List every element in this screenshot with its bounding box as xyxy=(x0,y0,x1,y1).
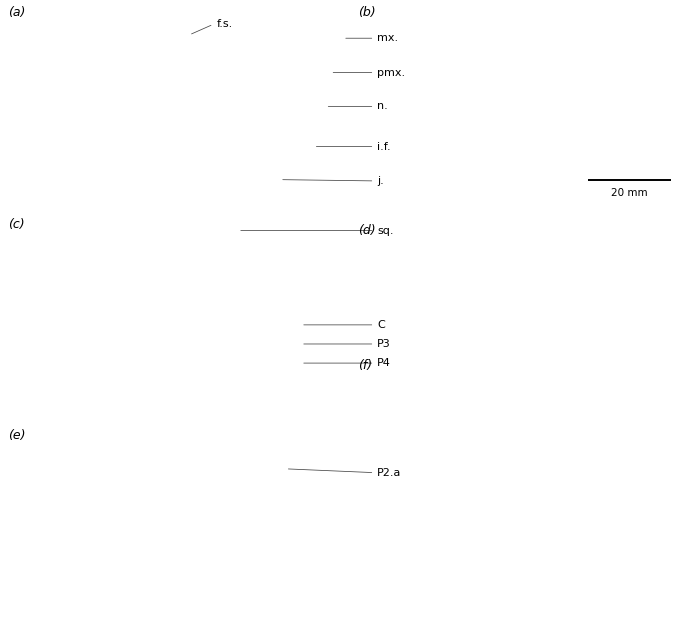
Text: f.s.: f.s. xyxy=(216,19,232,29)
Text: j.: j. xyxy=(377,176,384,186)
Text: (a): (a) xyxy=(8,6,26,19)
Text: i.f.: i.f. xyxy=(377,141,391,152)
Text: (d): (d) xyxy=(358,224,376,237)
Text: (f): (f) xyxy=(358,359,372,372)
Text: P3: P3 xyxy=(377,339,391,349)
Text: n.: n. xyxy=(377,101,388,111)
Text: P2.a: P2.a xyxy=(377,468,402,478)
Text: (b): (b) xyxy=(358,6,376,19)
Text: P4: P4 xyxy=(377,358,391,368)
Text: pmx.: pmx. xyxy=(377,68,405,78)
Text: (c): (c) xyxy=(8,218,25,231)
Text: sq.: sq. xyxy=(377,225,394,236)
Text: 20 mm: 20 mm xyxy=(611,188,648,198)
Text: C: C xyxy=(377,320,385,330)
Text: (e): (e) xyxy=(8,429,26,441)
Text: mx.: mx. xyxy=(377,33,398,43)
